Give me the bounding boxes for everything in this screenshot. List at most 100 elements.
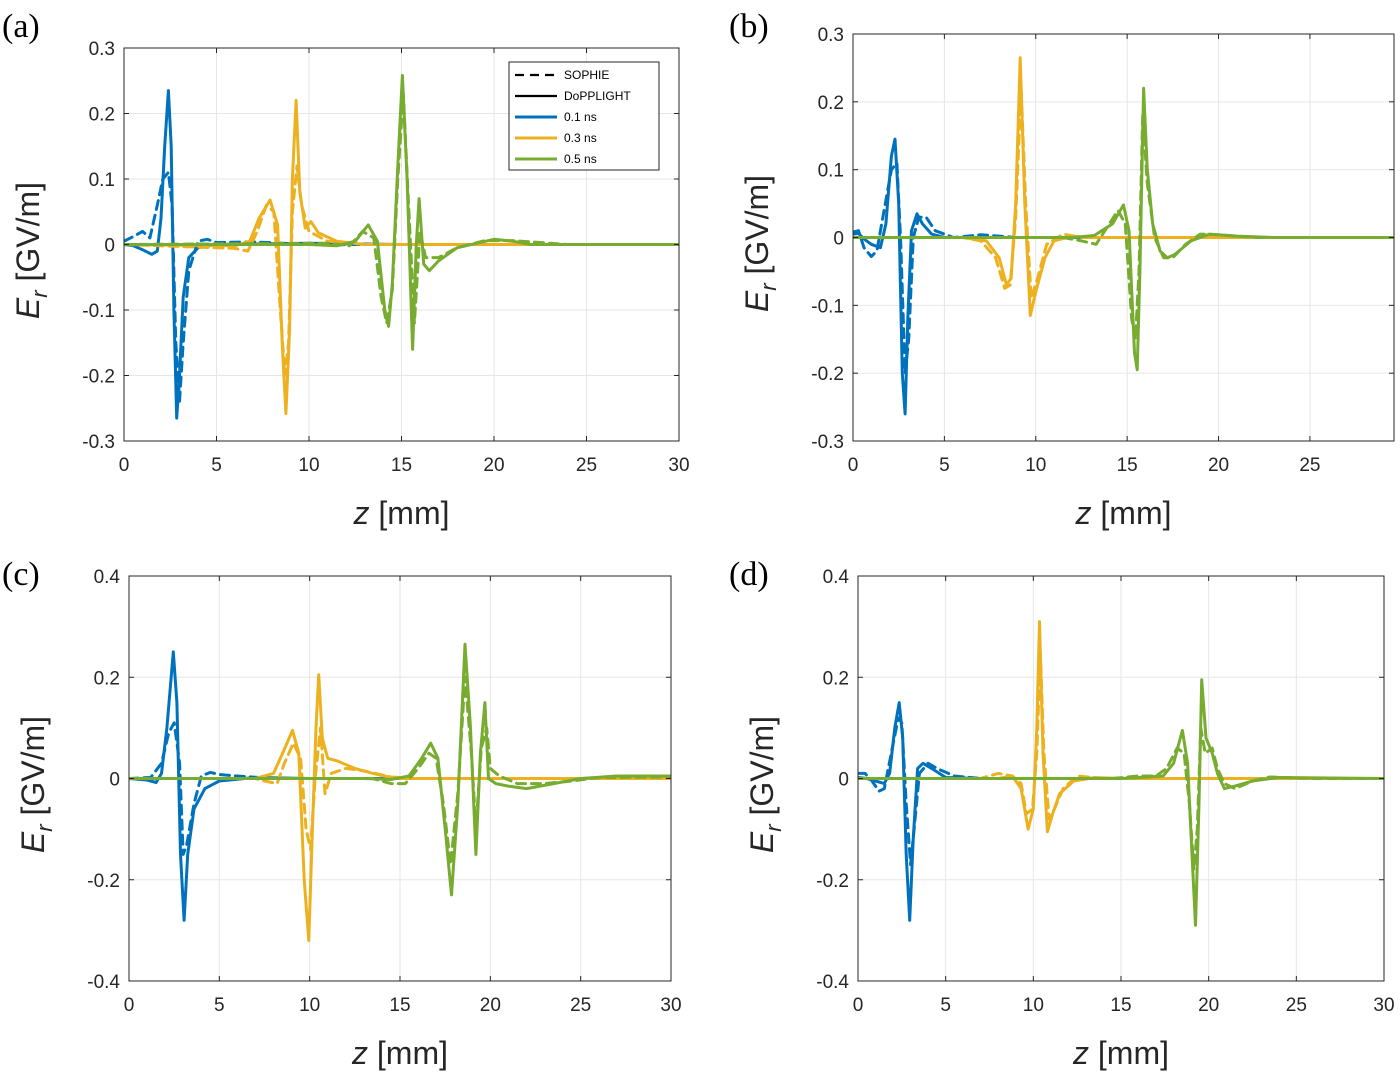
x-tick-label: 5 [940,995,951,1016]
x-axis-label-unit: [mm] [1089,1035,1169,1071]
series-line-dopplight [853,86,1394,372]
x-axis-label-unit: [mm] [370,495,450,531]
y-tick-label: 0.1 [89,170,115,191]
x-axis-label-unit: [mm] [368,1035,448,1071]
y-tick-label: 0 [838,770,849,791]
y-tick-label: 0.4 [94,567,121,588]
x-tick-label: 15 [389,995,410,1016]
y-axis-label-sub: r [27,289,52,298]
y-axis-label-var: E [744,831,780,853]
x-tick-label: 25 [576,455,597,476]
x-axis-label: z [mm] [1072,1035,1169,1071]
panel-label: (c) [2,556,40,593]
x-axis-label: z [mm] [353,495,450,531]
x-tick-label: 0 [848,455,859,476]
series-line-sophie [858,726,1384,872]
y-tick-label: -0.2 [816,871,849,892]
x-tick-label: 10 [299,995,320,1016]
x-axis-label: z [mm] [351,1035,448,1071]
x-tick-label: 25 [1299,455,1320,476]
series-line-dopplight [853,56,1394,317]
series-line-sophie [853,86,1394,301]
panel-label: (b) [729,8,769,45]
plot-area [858,620,1384,927]
plot-area [853,56,1394,416]
panel-b: (b) 0 5 10 15 20 25 -0.3 -0.2 -0.1 0 0.1 0.2 0.3 z [m… [729,8,1395,531]
y-tick-label: -0.2 [87,871,120,892]
x-tick-label: 20 [1208,455,1229,476]
y-tick-label: 0.3 [89,39,115,60]
panel-c: (c) 0 5 10 15 20 25 30 -0.4 -0.2 0 0.2 0.4 z [mm] Er … [2,556,682,1071]
y-tick-label: 0 [833,229,844,250]
x-tick-label: 10 [298,455,319,476]
series-line-dopplight [858,678,1384,927]
y-axis-label-unit: [GV/m] [10,182,46,290]
x-tick-label: 15 [1110,995,1131,1016]
y-tick-label: -0.4 [87,972,120,993]
y-tick-label: 0.2 [89,105,115,126]
y-axis-label-unit: [GV/m] [744,716,780,824]
x-tick-label: 5 [211,455,222,476]
y-axis-label-unit: [GV/m] [15,716,51,824]
x-tick-label: 5 [939,455,950,476]
series-line-dopplight [124,98,679,415]
y-axis-label-unit: [GV/m] [739,175,775,283]
y-tick-label: -0.2 [811,364,844,385]
y-tick-label: 0.3 [818,25,844,46]
x-tick-label: 5 [214,995,225,1016]
x-tick-label: 0 [853,995,864,1016]
y-axis-label: Er [GV/m] [10,182,52,319]
legend-label: 0.3 ns [564,131,597,145]
y-tick-label: 0.2 [94,668,120,689]
legend: SOPHIE DoPPLIGHT 0.1 ns 0.3 ns 0.5 ns [508,61,660,171]
x-axis-label-var: z [353,495,370,531]
panel-a: (a) 0 5 10 15 20 25 30 -0.3 -0.2 -0.1 0 0.1 0.2 0.3 z … [2,8,690,531]
x-tick-label: 30 [668,455,689,476]
y-tick-label: 0.2 [818,93,844,114]
series-line-sophie [858,716,1384,867]
series-line-dopplight [129,642,671,897]
series-line-dopplight [853,137,1394,416]
x-axis-label-var: z [1072,1035,1089,1071]
y-tick-label: -0.1 [82,301,115,322]
y-tick-label: -0.4 [816,972,849,993]
y-tick-label: -0.2 [82,367,115,388]
x-axis-label: z [mm] [1075,495,1172,531]
x-axis-label-unit: [mm] [1092,495,1172,531]
y-axis-label: Er [GV/m] [739,175,781,312]
x-axis-label-var: z [1075,495,1092,531]
x-tick-label: 20 [1198,995,1219,1016]
plot-area [124,74,679,420]
y-tick-label: 0 [104,236,115,257]
x-tick-label: 30 [1373,995,1394,1016]
legend-label: DoPPLIGHT [564,89,631,103]
y-tick-label: -0.3 [811,432,844,453]
x-tick-label: 30 [660,995,681,1016]
series-line-dopplight [129,673,671,942]
legend-label: 0.1 ns [564,110,597,124]
y-axis-label-var: E [739,290,775,312]
y-axis-label-sub: r [761,823,786,832]
x-tick-label: 20 [483,455,504,476]
legend-label: SOPHIE [564,68,609,82]
y-axis-label-var: E [15,831,51,853]
y-tick-label: 0 [109,770,120,791]
y-axis-label: Er [GV/m] [15,716,57,853]
x-tick-label: 0 [124,995,135,1016]
series-line-dopplight [858,701,1384,922]
x-tick-label: 25 [1286,995,1307,1016]
panel-label: (d) [729,556,769,593]
y-tick-label: -0.1 [811,296,844,317]
y-axis-label-sub: r [32,823,57,832]
y-tick-label: -0.3 [82,432,115,453]
x-tick-label: 15 [391,455,412,476]
x-tick-label: 15 [1117,455,1138,476]
plot-area [129,642,671,942]
x-tick-label: 20 [480,995,501,1016]
y-tick-label: 0.4 [823,567,850,588]
x-tick-label: 25 [570,995,591,1016]
y-axis-label-sub: r [756,282,781,291]
panel-d: (d) 0 5 10 15 20 25 30 -0.4 -0.2 0 0.2 0.4 z [mm] Er … [729,556,1395,1071]
y-tick-label: 0.2 [823,668,849,689]
